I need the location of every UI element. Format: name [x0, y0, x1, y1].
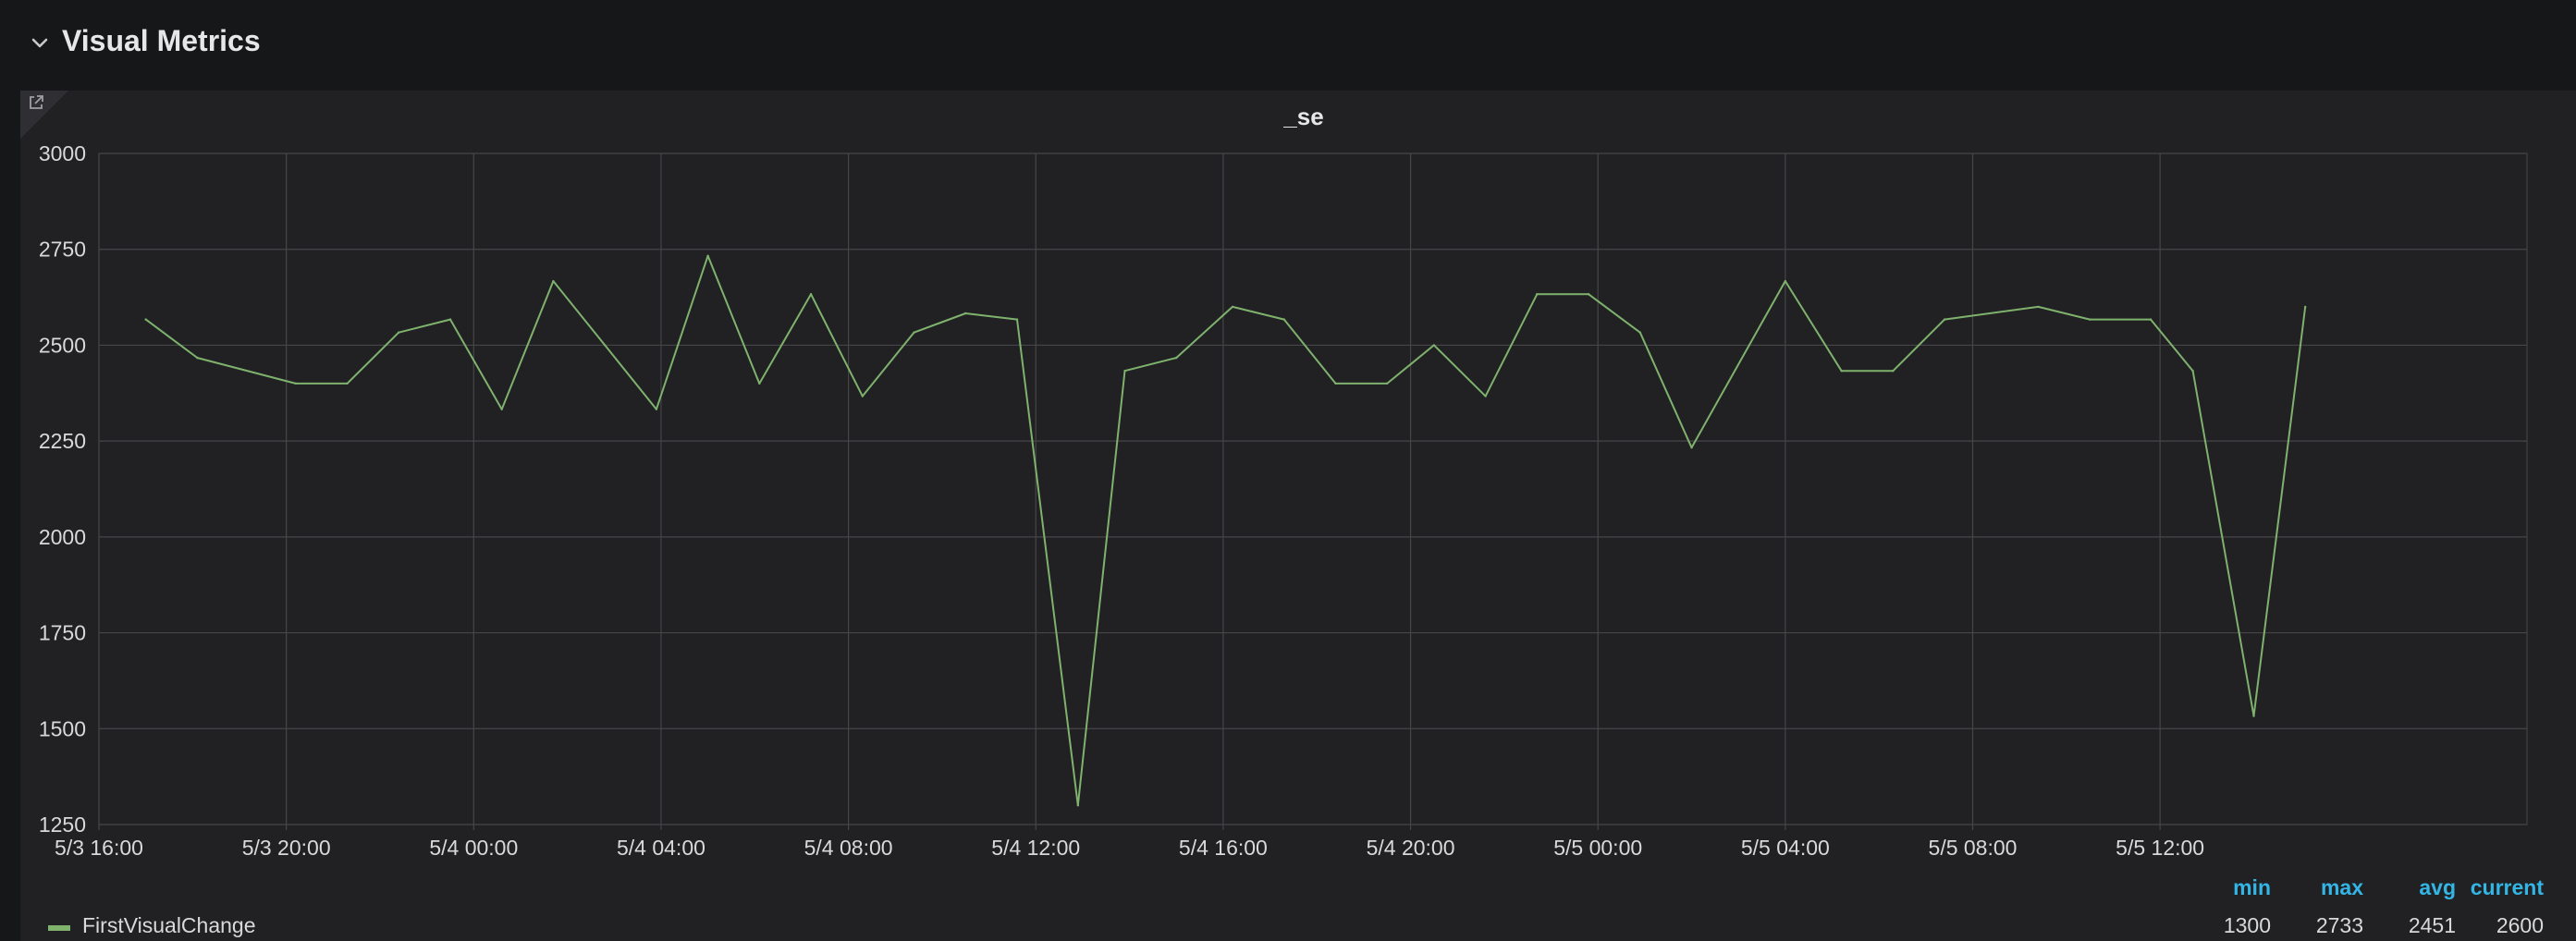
panel-title[interactable]: _se [1283, 103, 1324, 130]
data-point [196, 356, 199, 360]
data-point [1484, 395, 1487, 397]
data-point [552, 279, 555, 283]
data-point [1784, 279, 1787, 283]
data-point [1892, 370, 1895, 373]
data-point [346, 382, 349, 385]
legend-header-max[interactable]: max [2320, 875, 2363, 899]
x-tick-label: 5/3 16:00 [55, 836, 143, 860]
x-tick-label: 5/4 00:00 [429, 836, 518, 860]
legend-value-avg: 2451 [2408, 913, 2456, 937]
y-tick-label: 3000 [39, 141, 86, 165]
legend-header-avg[interactable]: avg [2419, 875, 2456, 899]
data-point [1943, 318, 1946, 321]
y-tick-label: 2500 [39, 333, 86, 357]
x-tick-label: 5/4 20:00 [1367, 836, 1455, 860]
data-point [1076, 804, 1080, 807]
x-tick-label: 5/5 04:00 [1741, 836, 1830, 860]
data-point [655, 408, 658, 410]
external-link-icon[interactable] [26, 92, 46, 113]
series-layer [144, 254, 2307, 807]
data-point [398, 331, 400, 334]
x-tick-label: 5/4 04:00 [617, 836, 705, 860]
data-point [603, 344, 607, 347]
legend-value-min: 1300 [2223, 913, 2271, 937]
data-point [1638, 331, 1641, 334]
grid-layer [98, 153, 2528, 830]
data-point [1015, 318, 1019, 321]
graph-panel [20, 91, 2576, 941]
data-point [144, 318, 147, 321]
data-point [1840, 370, 1843, 373]
data-point [758, 382, 761, 385]
legend-item-label[interactable]: FirstVisualChange [82, 913, 256, 937]
data-point [1123, 370, 1126, 373]
data-point [1536, 293, 1539, 296]
data-point [1386, 382, 1389, 385]
plot-border [98, 153, 2528, 825]
legend-value-max: 2733 [2315, 913, 2363, 937]
row-header: Visual Metrics [0, 0, 2576, 89]
data-point [861, 395, 864, 397]
y-tick-label: 2250 [39, 429, 86, 453]
x-tick-label: 5/5 00:00 [1553, 836, 1642, 860]
y-tick-label: 1750 [39, 621, 86, 645]
x-tick-label: 5/5 12:00 [2116, 836, 2204, 860]
legend-swatch-firstvisualchange [48, 925, 70, 931]
data-point [1432, 344, 1436, 347]
data-point [2149, 318, 2153, 321]
y-tick-label: 2750 [39, 238, 86, 262]
data-point [500, 408, 503, 410]
x-tick-label: 5/4 08:00 [804, 836, 893, 860]
data-point [1175, 356, 1178, 360]
y-tick-label: 2000 [39, 525, 86, 549]
legend-header-current[interactable]: current [2470, 875, 2544, 899]
data-point [2037, 305, 2040, 309]
y-tick-label: 1250 [39, 813, 86, 837]
x-tick-label: 5/4 16:00 [1179, 836, 1268, 860]
chevron-down-icon[interactable] [28, 31, 52, 55]
data-point [1231, 305, 1234, 309]
data-point [964, 312, 967, 315]
x-tick-label: 5/3 20:00 [242, 836, 331, 860]
data-point [1587, 293, 1590, 296]
data-point [706, 254, 709, 257]
data-point [1282, 318, 1285, 321]
data-point [2191, 370, 2194, 373]
data-point [294, 382, 297, 385]
y-tick-label: 1500 [39, 716, 86, 740]
data-point [1690, 446, 1693, 449]
data-point [913, 331, 915, 334]
data-point [2303, 305, 2307, 309]
data-point [448, 318, 452, 321]
panel-corner [20, 91, 68, 139]
series-line-firstvisualchange [145, 254, 2307, 807]
data-point [2252, 715, 2255, 717]
x-tick-label: 5/4 12:00 [991, 836, 1080, 860]
data-point [1334, 382, 1337, 385]
data-point [2088, 318, 2091, 321]
legend-value-current: 2600 [2496, 913, 2544, 937]
x-tick-label: 5/5 08:00 [1929, 836, 2018, 860]
legend-header-min[interactable]: min [2233, 875, 2271, 899]
data-point [809, 293, 813, 296]
row-title[interactable]: Visual Metrics [62, 24, 261, 57]
